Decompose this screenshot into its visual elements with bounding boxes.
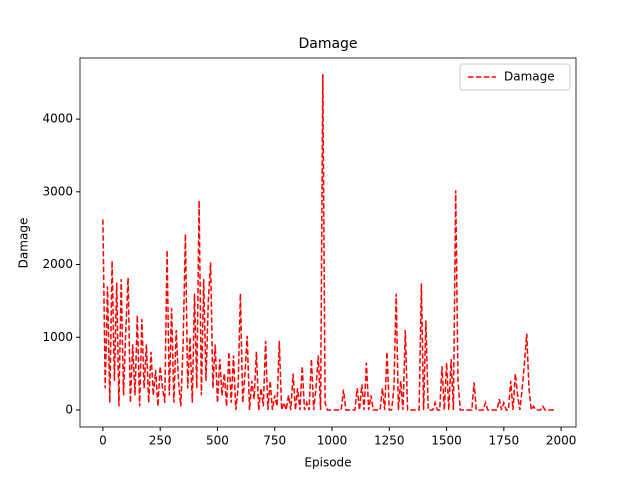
legend-box (459, 63, 571, 91)
y-tick-label: 3000 (42, 184, 73, 198)
chart-title: Damage (298, 36, 357, 52)
y-tick-label: 0 (65, 402, 73, 416)
y-tick-label: 4000 (42, 112, 73, 126)
y-tick-label: 2000 (42, 257, 73, 271)
x-tick-label: 0 (99, 434, 107, 448)
x-tick-label: 2000 (546, 434, 577, 448)
y-axis-label: Damage (17, 218, 31, 269)
x-tick-label: 500 (206, 434, 229, 448)
x-tick-label: 1250 (374, 434, 405, 448)
x-tick-label: 250 (149, 434, 172, 448)
x-tick-label: 750 (263, 434, 286, 448)
legend-label: Damage (504, 70, 555, 84)
x-axis-label: Episode (304, 456, 351, 470)
x-tick-label: 1500 (431, 434, 462, 448)
x-tick-label: 1000 (317, 434, 348, 448)
y-tick-label: 1000 (42, 330, 73, 344)
x-tick-label: 1750 (489, 434, 520, 448)
plot-frame (79, 57, 577, 428)
data-line (102, 73, 555, 413)
